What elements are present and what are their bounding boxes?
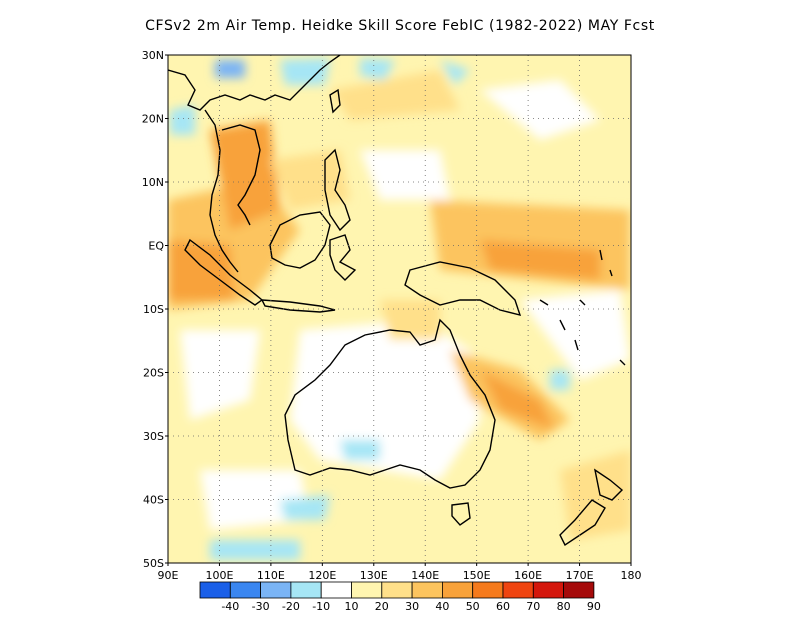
colorbar-swatch — [563, 581, 595, 599]
longitude-tick-label: 140E — [411, 569, 439, 582]
latitude-tick-label: 30N — [142, 49, 164, 62]
latitude-tick-label: 10S — [143, 303, 164, 316]
colorbar-swatch — [502, 581, 534, 599]
gridlines — [168, 55, 631, 563]
skill-shading — [168, 55, 631, 563]
colorbar-label: 40 — [435, 600, 449, 613]
colorbar-label: 10 — [345, 600, 359, 613]
colorbar-label: 50 — [466, 600, 480, 613]
colorbar-label: 30 — [405, 600, 419, 613]
colorbar-label: -30 — [252, 600, 270, 613]
colorbar-swatch — [320, 581, 352, 599]
colorbar-swatch — [532, 581, 564, 599]
longitude-tick-label: 170E — [566, 569, 594, 582]
colorbar-label: 70 — [526, 600, 540, 613]
longitude-tick-label: 130E — [360, 569, 388, 582]
latitude-tick-label: 30S — [143, 430, 164, 443]
colorbar: -40 -30 -20 -10 10 20 30 40 50 60 70 80 90 — [199, 581, 601, 613]
latitude-tick-label: 20N — [142, 113, 164, 126]
longitude-axis: 90E 100E 110E 120E 130E 140E 150E 160E 170E 180 — [158, 563, 642, 582]
longitude-tick-label: 100E — [205, 569, 233, 582]
latitude-tick-label: EQ — [148, 240, 164, 253]
colorbar-label: 20 — [375, 600, 389, 613]
colorbar-label: 80 — [557, 600, 571, 613]
colorbar-swatch — [351, 581, 383, 599]
colorbar-swatch — [381, 581, 413, 599]
longitude-tick-label: 110E — [257, 569, 285, 582]
latitude-tick-label: 10N — [142, 176, 164, 189]
colorbar-swatch — [290, 581, 322, 599]
colorbar-swatch — [199, 581, 231, 599]
longitude-tick-label: 160E — [514, 569, 542, 582]
chart-title: CFSv2 2m Air Temp. Heidke Skill Score Fe… — [145, 18, 655, 34]
colorbar-swatch — [441, 581, 474, 599]
longitude-tick-label: 120E — [308, 569, 336, 582]
colorbar-label: -20 — [282, 600, 300, 613]
colorbar-swatch — [411, 581, 443, 599]
latitude-tick-label: 40S — [143, 494, 164, 507]
colorbar-label: 90 — [587, 600, 601, 613]
longitude-tick-label: 90E — [158, 569, 179, 582]
colorbar-label: -10 — [312, 600, 330, 613]
longitude-tick-label: 180 — [621, 569, 642, 582]
colorbar-label: 60 — [496, 600, 510, 613]
latitude-tick-label: 20S — [143, 367, 164, 380]
latitude-tick-label: 50S — [143, 557, 164, 570]
latitude-axis: 30N 20N 10N EQ 10S 20S 30S 40S 50S — [142, 49, 168, 570]
colorbar-swatch — [472, 581, 504, 599]
longitude-tick-label: 150E — [463, 569, 491, 582]
coastlines — [168, 55, 626, 547]
colorbar-swatch — [260, 581, 292, 599]
colorbar-label: -40 — [221, 600, 239, 613]
colorbar-swatch — [229, 581, 262, 599]
